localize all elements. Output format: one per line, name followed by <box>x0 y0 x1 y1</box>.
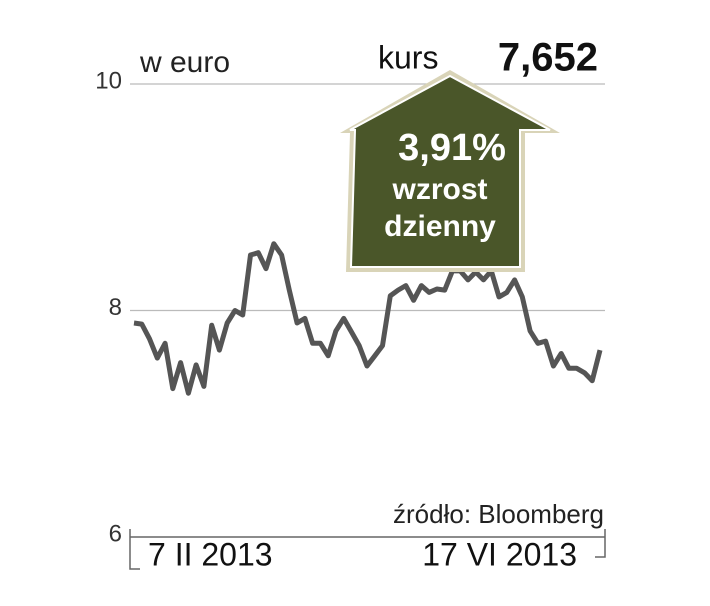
x-axis <box>129 529 606 570</box>
change-text: dzienny <box>384 210 496 243</box>
price-value: 7,652 <box>498 36 598 80</box>
price-label: kurs <box>378 39 438 75</box>
y-tick-label: 8 <box>109 294 122 321</box>
change-text: wzrost <box>391 173 487 206</box>
unit-label: w euro <box>139 46 230 79</box>
y-tick-label: 10 <box>95 67 122 94</box>
price-line <box>133 241 603 396</box>
x-tick-label: 7 II 2013 <box>148 536 273 572</box>
source: źródło: Bloomberg <box>393 499 604 529</box>
x-tick-label: 17 VI 2013 <box>422 536 577 572</box>
badge-shape <box>349 74 551 268</box>
y-tick-label: 6 <box>109 520 122 547</box>
change-value: 3,91% <box>398 127 506 169</box>
change-badge: 3,91% wzrost dzienny <box>340 70 560 272</box>
plot: 6 8 10 7 II 2013 17 VI 2013 <box>95 67 606 572</box>
